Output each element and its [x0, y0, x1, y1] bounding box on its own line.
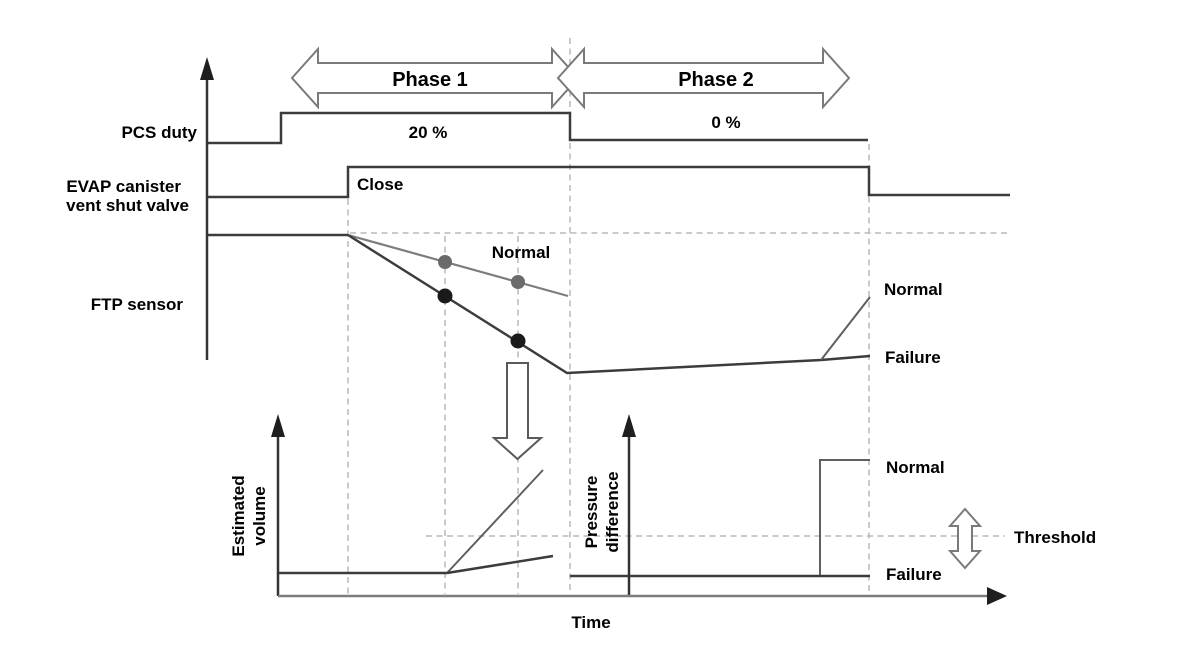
pressure-end-normal-label: Normal: [886, 458, 945, 477]
ftp-sensor-row-label: FTP sensor: [91, 295, 184, 314]
ftp-normal-sample-dot-1: [438, 255, 452, 269]
estimated-volume-ylabel-line1: Estimated: [229, 475, 248, 556]
ftp-failure-sample-dot-2: [510, 333, 526, 349]
phase-arrows: Phase 1 Phase 2: [290, 46, 851, 110]
pcs-duty-phase1-value: 20 %: [409, 123, 448, 142]
ftp-end-normal-label: Normal: [884, 280, 943, 299]
signal-axis-arrowhead: [200, 57, 214, 80]
signal-axis: [200, 57, 214, 360]
evap-valve-trace: [207, 165, 1010, 199]
phase2-label: Phase 2: [678, 69, 754, 91]
pcs-duty-trace: [207, 111, 868, 145]
phase2-range-arrow: [556, 46, 851, 110]
estimated-volume-ylabel-line2: volume: [250, 486, 269, 546]
threshold-double-arrow: [947, 507, 983, 570]
evap-valve-state-label: Close: [357, 175, 403, 194]
row-labels: PCS duty EVAP canister vent shut valve F…: [66, 123, 197, 314]
ftp-sensor-signal: Normal Normal Failure: [207, 233, 943, 375]
threshold-annotation: Threshold: [947, 507, 1096, 570]
ftp-failure-trace: [347, 233, 871, 375]
pcs-duty-signal: 20 % 0 %: [207, 111, 868, 145]
pressure-ylabel-line1: Pressure: [582, 476, 601, 549]
pcs-duty-phase2-value: 0 %: [711, 113, 740, 132]
pressure-ylabel-line2: difference: [603, 471, 622, 552]
pcs-duty-row-label: PCS duty: [121, 123, 197, 142]
ftp-normal-sample-dot-2: [511, 275, 525, 289]
pressure-normal-trace: [819, 459, 870, 575]
pressure-end-failure-label: Failure: [886, 565, 942, 584]
estimated-volume-failure-trace: [446, 554, 554, 575]
time-axis-arrowhead: [987, 587, 1007, 605]
ftp-failure-sample-dot-1: [437, 288, 453, 304]
implication-down-arrow: [491, 362, 544, 461]
guide-lines: [347, 38, 1008, 594]
threshold-label: Threshold: [1014, 528, 1096, 547]
ftp-normal-annotation: Normal: [492, 243, 551, 262]
estimated-volume-chart: Estimated volume: [229, 414, 554, 596]
phase1-label: Phase 1: [392, 69, 468, 91]
ftp-normal-recovery-trace: [820, 296, 871, 361]
estimated-volume-normal-trace: [446, 469, 544, 574]
time-axis: Time: [278, 587, 1007, 632]
ftp-end-failure-label: Failure: [885, 348, 941, 367]
estimated-volume-axis-arrowhead: [271, 414, 285, 437]
evap-valve-signal: Close: [207, 165, 1010, 199]
ftp-normal-trace: [347, 233, 569, 298]
pressure-axis-arrowhead: [622, 414, 636, 437]
evap-valve-row-label-line2: vent shut valve: [66, 196, 189, 215]
time-axis-label: Time: [571, 613, 610, 632]
pressure-difference-chart: Pressure difference Normal Failure: [570, 414, 945, 596]
evap-valve-row-label-line1: EVAP canister: [66, 177, 181, 196]
